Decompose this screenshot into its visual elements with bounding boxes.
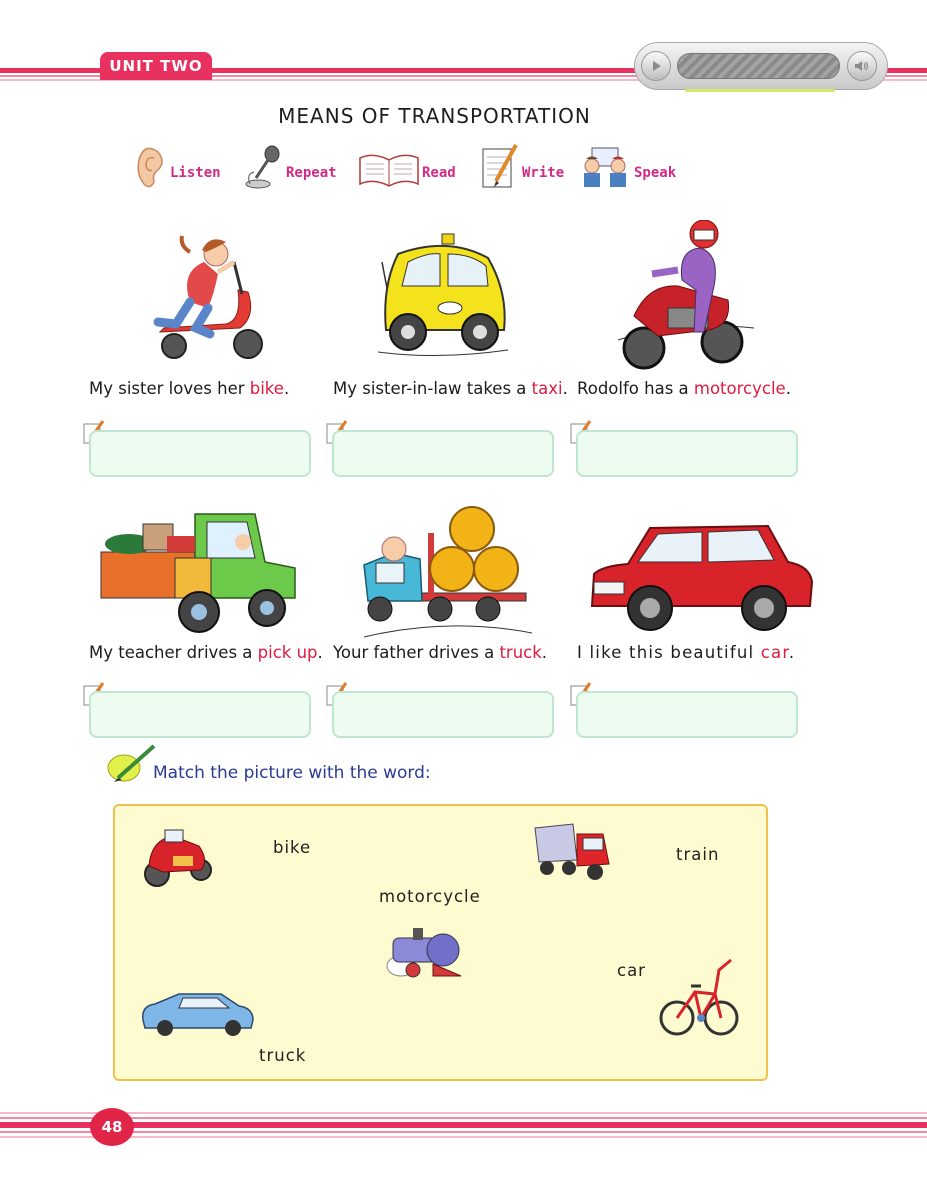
skill-label: Read [422,165,456,181]
caption-keyword: car [760,643,789,662]
caption-text: Rodolfo has a [577,379,694,398]
microphone-icon [245,145,280,189]
skill-write: Write [480,142,564,192]
page-number: 48 [90,1108,134,1146]
answer-box[interactable] [89,691,311,738]
answer-box[interactable] [332,430,554,477]
motorcycle-rider-image [617,220,755,370]
pickup-truck-image [100,513,296,633]
page-title: MEANS OF TRANSPORTATION [278,104,591,128]
caption-keyword: truck [499,643,542,662]
match-word[interactable]: train [676,845,720,864]
yellow-taxi-image [377,233,509,357]
answer-box[interactable] [332,691,554,738]
footer-stripes [0,1112,927,1138]
caption-text: I like this beautiful [577,643,761,662]
caption-text: . [785,379,791,398]
bicycle-toy-image[interactable] [657,956,739,1040]
caption-text: . [541,643,548,662]
skill-label: Speak [634,165,677,181]
caption-text: Your father drives a [333,643,500,662]
skill-listen: Listen [134,142,221,192]
caption-text: . [562,379,568,398]
truck-toy-image[interactable] [533,820,613,888]
people-talking-icon [584,147,626,187]
card-caption: I like this beautiful car. [577,643,795,662]
match-word[interactable]: car [617,961,646,980]
train-toy-image[interactable] [383,924,465,986]
skills-row: Listen Repeat Read Write [130,142,710,192]
caption-keyword: motorcycle [693,379,786,398]
audio-player [634,42,888,92]
red-suv-image [590,524,814,631]
skill-label: Repeat [286,165,337,181]
car-toy-image[interactable] [139,988,257,1036]
caption-text: My sister-in-law takes a [333,379,532,398]
skill-speak: Speak [578,142,676,192]
match-activity-box: bike train motorcycle car truck [113,804,768,1081]
match-word[interactable]: truck [259,1046,307,1065]
caption-text: . [317,643,323,662]
answer-box[interactable] [576,691,798,738]
log-truck-image [363,506,533,638]
match-instruction: Match the picture with the word: [153,763,431,783]
motorcycle-toy-image[interactable] [143,826,213,890]
answer-box[interactable] [576,430,798,477]
card-caption: Your father drives a truck. [333,643,547,662]
girl-on-scooter-image [153,235,263,359]
caption-keyword: pick up [257,643,318,662]
ear-icon [137,147,163,188]
unit-label: UNIT TWO [100,52,212,80]
play-icon [653,61,661,71]
header-stripes [0,68,927,81]
book-icon [359,154,419,187]
caption-keyword: bike [249,379,284,398]
pencil-circle-icon [107,744,156,782]
skill-read: Read [358,142,456,192]
skill-label: Listen [170,165,221,181]
volume-button[interactable] [847,51,877,81]
audio-progress-track[interactable] [677,53,840,79]
card-caption: Rodolfo has a motorcycle. [577,379,791,398]
caption-text: My teacher drives a [89,643,258,662]
caption-text: My sister loves her [89,379,250,398]
card-caption: My sister-in-law takes a taxi. [333,379,568,398]
match-word[interactable]: motorcycle [379,887,481,906]
pencil-paper-icon [482,144,518,188]
skill-repeat: Repeat [244,142,337,192]
play-button[interactable] [641,51,671,81]
caption-text: . [283,379,290,398]
answer-box[interactable] [89,430,311,477]
match-word[interactable]: bike [273,838,312,857]
caption-keyword: taxi [531,379,563,398]
skill-label: Write [522,165,565,181]
card-caption: My teacher drives a pick up. [89,643,323,662]
player-glow [685,89,835,92]
card-caption: My sister loves her bike. [89,379,289,398]
volume-icon [855,61,869,71]
caption-text: . [788,643,796,662]
